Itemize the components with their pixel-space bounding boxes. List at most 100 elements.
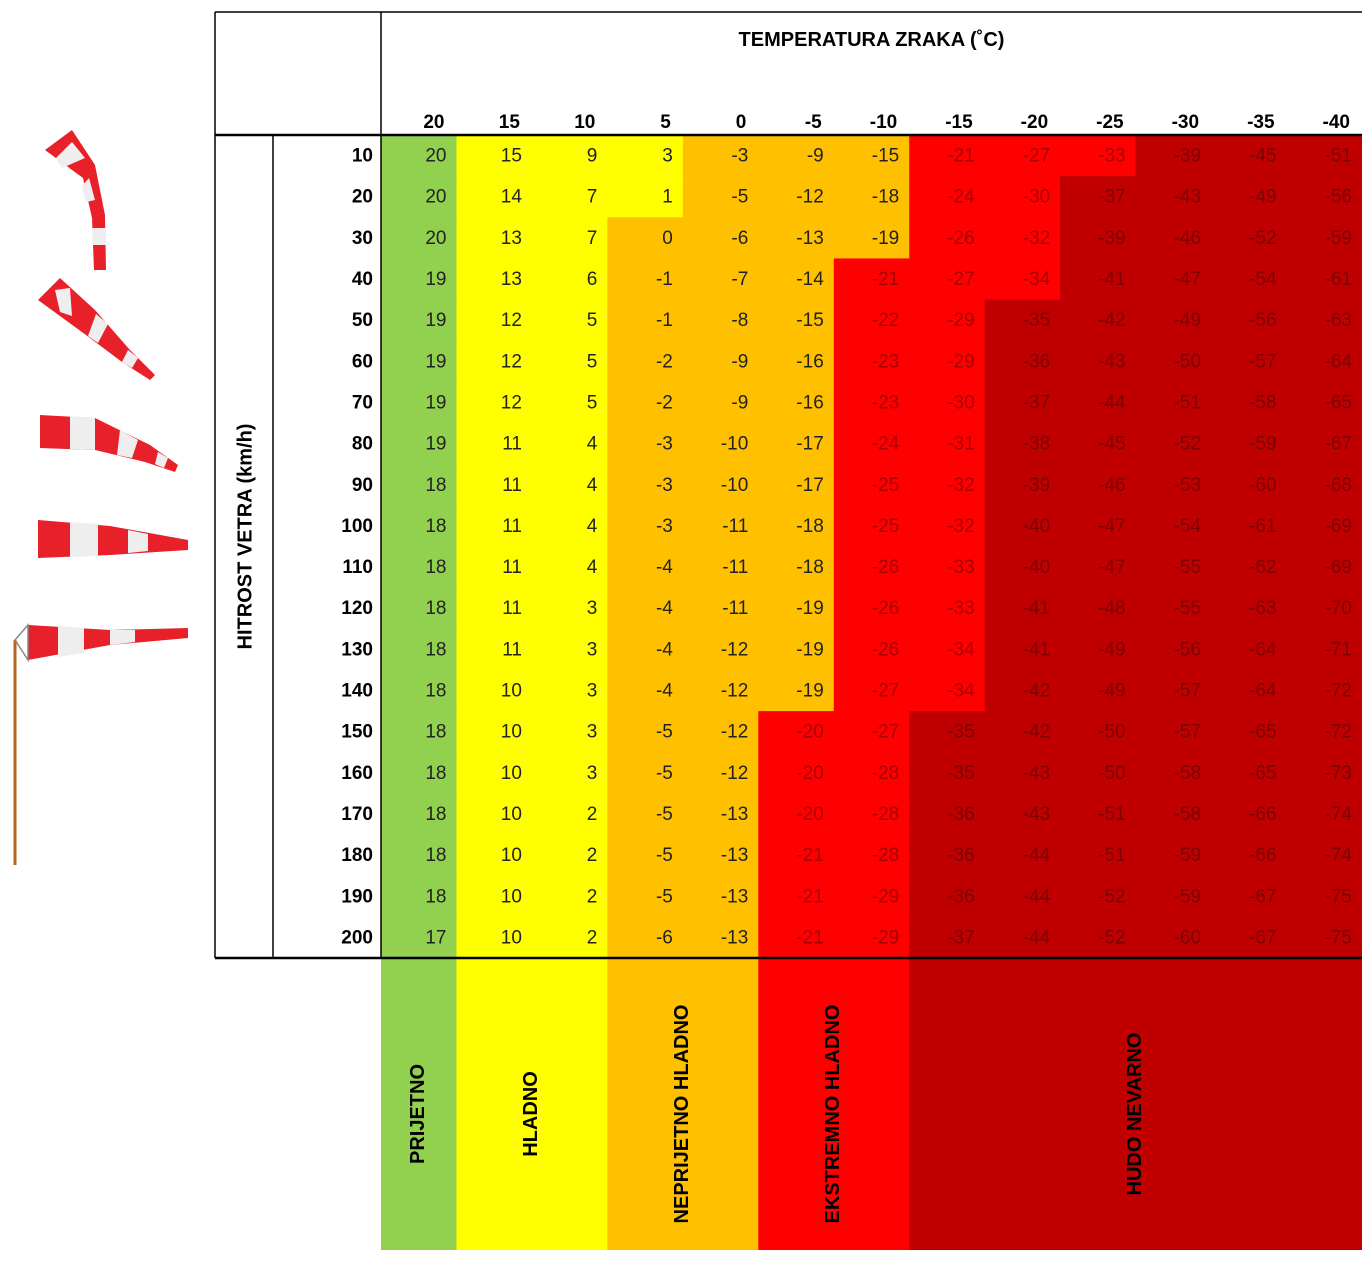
wind-chill-value: -56 <box>1325 187 1352 208</box>
wind-chill-value: -44 <box>1098 392 1126 413</box>
wind-chill-value: -37 <box>1023 392 1050 413</box>
temperature-header: -20 <box>1021 112 1048 133</box>
wind-speed: 80 <box>352 434 373 455</box>
wind-chill-value: 11 <box>502 598 522 619</box>
wind-chill-value: 19 <box>425 310 446 331</box>
wind-chill-value: -69 <box>1325 557 1352 578</box>
wind-chill-value: 7 <box>587 228 598 249</box>
wind-chill-value: 20 <box>425 187 446 208</box>
wind-chill-value: 18 <box>425 557 446 578</box>
wind-chill-value: -38 <box>1023 434 1050 455</box>
wind-chill-value: -44 <box>1023 927 1051 948</box>
wind-chill-value: -17 <box>796 475 823 496</box>
wind-chill-value: -71 <box>1325 639 1352 660</box>
wind-chill-value: -66 <box>1249 845 1276 866</box>
wind-chill-value: 11 <box>502 434 522 455</box>
wind-chill-value: -57 <box>1249 351 1276 372</box>
wind-chill-value: -44 <box>1023 886 1051 907</box>
wind-chill-value: -58 <box>1174 763 1201 784</box>
wind-chill-value: -26 <box>872 598 899 619</box>
wind-chill-value: -29 <box>872 927 899 948</box>
wind-chill-value: -34 <box>947 639 975 660</box>
wind-chill-value: -61 <box>1325 269 1352 290</box>
wind-chill-value: -23 <box>872 392 899 413</box>
wind-chill-value: 6 <box>587 269 598 290</box>
wind-chill-value: 10 <box>501 681 522 702</box>
wind-chill-value: -67 <box>1325 434 1352 455</box>
wind-chill-value: -5 <box>656 804 673 825</box>
temperature-header: -15 <box>945 112 973 133</box>
wind-chill-value: 11 <box>502 557 522 578</box>
wind-speed: 20 <box>352 187 373 208</box>
temperature-header: -5 <box>805 112 822 133</box>
wind-chill-value: -5 <box>731 187 748 208</box>
wind-chill-value: -27 <box>872 681 899 702</box>
windsock-4 <box>38 520 188 558</box>
wind-chill-value: -35 <box>947 722 974 743</box>
wind-chill-value: 3 <box>587 722 598 743</box>
wind-chill-value: -6 <box>656 927 673 948</box>
wind-chill-value: 18 <box>425 475 446 496</box>
wind-chill-value: -29 <box>947 310 974 331</box>
wind-chill-value: 10 <box>501 804 522 825</box>
wind-chill-value: -64 <box>1325 351 1353 372</box>
wind-chill-value: -21 <box>796 927 823 948</box>
temperature-header: 15 <box>499 112 521 133</box>
wind-chill-value: 9 <box>587 146 598 167</box>
wind-chill-value: -72 <box>1325 722 1352 743</box>
wind-chill-value: -5 <box>656 845 673 866</box>
wind-chill-value: -32 <box>947 475 974 496</box>
wind-chill-value: -63 <box>1325 310 1352 331</box>
wind-speed: 10 <box>352 146 373 167</box>
wind-chill-value: 18 <box>425 763 446 784</box>
wind-chill-value: -58 <box>1174 804 1201 825</box>
wind-chill-value: 3 <box>587 763 598 784</box>
wind-chill-value: -3 <box>656 475 673 496</box>
wind-chill-value: -59 <box>1174 886 1201 907</box>
wind-chill-value: 17 <box>425 927 446 948</box>
temperature-header: 20 <box>423 112 444 133</box>
wind-speed: 40 <box>352 269 373 290</box>
wind-chill-value: -73 <box>1325 763 1352 784</box>
wind-chill-value: -29 <box>947 351 974 372</box>
wind-chill-value: -64 <box>1249 681 1277 702</box>
wind-chill-value: -9 <box>807 146 824 167</box>
wind-chill-value: -25 <box>872 475 899 496</box>
wind-chill-value: -59 <box>1174 845 1201 866</box>
wind-chill-value: -56 <box>1249 310 1276 331</box>
wind-chill-value: -26 <box>947 228 974 249</box>
wind-chill-value: -40 <box>1023 516 1050 537</box>
wind-chill-value: -12 <box>721 722 748 743</box>
wind-chill-value: -36 <box>947 804 974 825</box>
wind-chill-value: -50 <box>1098 763 1125 784</box>
wind-speed: 100 <box>341 516 373 537</box>
wind-chill-value: -16 <box>796 351 823 372</box>
legend-label: HLADNO <box>520 1071 542 1157</box>
wind-chill-value: -11 <box>722 557 748 578</box>
wind-chill-value: -53 <box>1174 475 1201 496</box>
wind-chill-value: 20 <box>425 146 446 167</box>
wind-chill-value: -39 <box>1174 146 1201 167</box>
wind-chill-value: 19 <box>425 434 446 455</box>
wind-chill-value: 18 <box>425 516 446 537</box>
wind-chill-value: -19 <box>796 639 823 660</box>
wind-chill-value: -19 <box>872 228 899 249</box>
legend-label: EKSTREMNO HLADNO <box>822 1005 844 1224</box>
temperature-header: 0 <box>736 112 747 133</box>
wind-chill-value: -50 <box>1174 351 1201 372</box>
wind-chill-value: -65 <box>1249 763 1276 784</box>
wind-chill-value: -14 <box>796 269 824 290</box>
wind-chill-value: 4 <box>587 475 598 496</box>
wind-chill-value: 10 <box>501 927 522 948</box>
wind-chill-value: -3 <box>731 146 748 167</box>
wind-chill-value: 11 <box>502 516 522 537</box>
wind-chill-value: 18 <box>425 598 446 619</box>
temperature-header: -10 <box>870 112 897 133</box>
wind-chill-value: -63 <box>1249 598 1276 619</box>
wind-chill-value: 3 <box>587 681 598 702</box>
wind-chill-value: -1 <box>656 269 673 290</box>
wind-chill-value: -13 <box>796 228 823 249</box>
wind-chill-value: 5 <box>587 351 598 372</box>
wind-chill-value: -30 <box>947 392 974 413</box>
windsock-1 <box>45 130 106 270</box>
